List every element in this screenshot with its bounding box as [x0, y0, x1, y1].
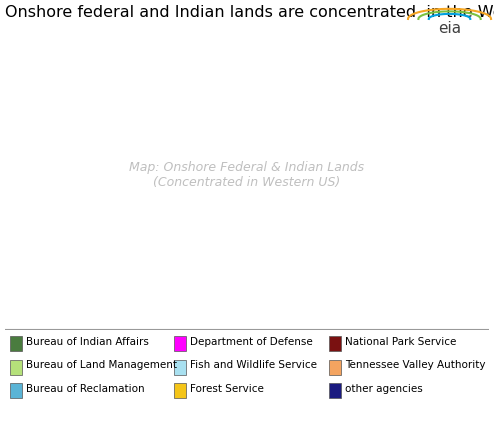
Text: Department of Defense: Department of Defense: [190, 337, 313, 347]
Bar: [10, 383, 22, 398]
Bar: [329, 383, 341, 398]
Bar: [174, 360, 186, 375]
Bar: [329, 360, 341, 375]
Text: Forest Service: Forest Service: [190, 384, 264, 394]
Bar: [10, 360, 22, 375]
Text: eia: eia: [438, 21, 461, 36]
Bar: [10, 336, 22, 351]
Text: Map: Onshore Federal & Indian Lands
(Concentrated in Western US): Map: Onshore Federal & Indian Lands (Con…: [129, 161, 365, 189]
Text: Tennessee Valley Authority: Tennessee Valley Authority: [345, 360, 486, 370]
Text: Bureau of Reclamation: Bureau of Reclamation: [26, 384, 144, 394]
Bar: [174, 383, 186, 398]
Text: Fish and Wildlife Service: Fish and Wildlife Service: [190, 360, 317, 370]
Text: National Park Service: National Park Service: [345, 337, 456, 347]
Text: Onshore federal and Indian lands are concentrated  in the West: Onshore federal and Indian lands are con…: [5, 5, 494, 20]
Text: Bureau of Land Management: Bureau of Land Management: [26, 360, 177, 370]
Bar: [174, 336, 186, 351]
Bar: [329, 336, 341, 351]
Text: Bureau of Indian Affairs: Bureau of Indian Affairs: [26, 337, 149, 347]
Text: other agencies: other agencies: [345, 384, 423, 394]
